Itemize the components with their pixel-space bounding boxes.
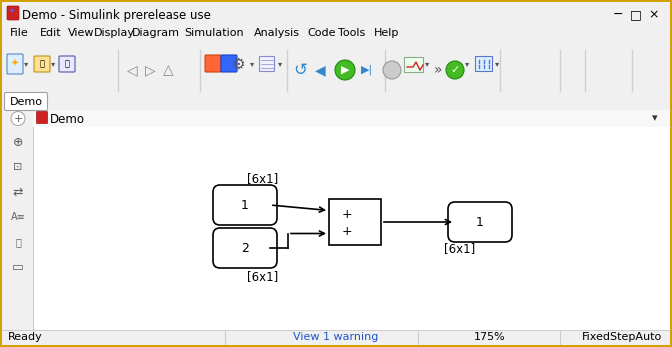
- Text: File: File: [10, 28, 29, 38]
- Text: [6x1]: [6x1]: [444, 242, 476, 255]
- Circle shape: [335, 60, 355, 80]
- FancyBboxPatch shape: [405, 58, 423, 73]
- Text: View 1 warning: View 1 warning: [293, 332, 379, 342]
- Text: ▾: ▾: [278, 59, 282, 68]
- Text: Demo - Simulink prerelease use: Demo - Simulink prerelease use: [22, 9, 211, 22]
- Text: Help: Help: [374, 28, 399, 38]
- Text: ▾: ▾: [495, 59, 499, 68]
- Text: □: □: [630, 8, 642, 21]
- Text: +: +: [341, 208, 352, 220]
- Bar: [2, 93, 670, 110]
- Text: View: View: [68, 28, 95, 38]
- Text: ×: ×: [648, 8, 659, 21]
- Text: »: »: [433, 63, 442, 77]
- Circle shape: [11, 111, 25, 126]
- Bar: [2, 47, 670, 93]
- Text: 175%: 175%: [474, 332, 506, 342]
- Text: Tools: Tools: [338, 28, 366, 38]
- Bar: [33, 127, 670, 330]
- Bar: [2, 2, 670, 27]
- Text: ▶|: ▶|: [361, 65, 373, 75]
- Text: ✦: ✦: [11, 59, 19, 69]
- FancyBboxPatch shape: [7, 54, 23, 74]
- Text: ✦: ✦: [9, 8, 15, 14]
- Circle shape: [383, 61, 401, 79]
- FancyBboxPatch shape: [448, 202, 512, 242]
- Text: ⇄: ⇄: [13, 186, 24, 198]
- FancyBboxPatch shape: [259, 57, 274, 71]
- FancyBboxPatch shape: [205, 55, 221, 72]
- Text: [6x1]: [6x1]: [247, 270, 279, 283]
- Bar: [2, 127, 33, 330]
- Text: 2: 2: [241, 242, 249, 254]
- Text: ▾: ▾: [51, 59, 55, 68]
- Text: Analysis: Analysis: [254, 28, 300, 38]
- Text: Display: Display: [94, 28, 135, 38]
- Text: Diagram: Diagram: [132, 28, 180, 38]
- Text: ▷: ▷: [144, 63, 155, 77]
- FancyBboxPatch shape: [213, 185, 277, 225]
- Text: Ready: Ready: [8, 332, 43, 342]
- FancyBboxPatch shape: [34, 56, 50, 72]
- Text: +: +: [341, 225, 352, 237]
- FancyBboxPatch shape: [221, 55, 237, 72]
- FancyBboxPatch shape: [476, 57, 493, 71]
- Text: A≡: A≡: [11, 212, 26, 222]
- Bar: [2, 110, 33, 127]
- Text: ✓: ✓: [450, 65, 460, 75]
- Text: ▾: ▾: [425, 59, 429, 68]
- Text: +: +: [13, 113, 23, 124]
- Text: ▾: ▾: [465, 59, 469, 68]
- Text: ▭: ▭: [12, 261, 24, 273]
- FancyBboxPatch shape: [213, 228, 277, 268]
- Text: Simulation: Simulation: [184, 28, 244, 38]
- Text: △: △: [163, 63, 173, 77]
- Text: 📂: 📂: [40, 59, 44, 68]
- Text: [6x1]: [6x1]: [247, 172, 279, 185]
- Text: ◁: ◁: [127, 63, 137, 77]
- FancyBboxPatch shape: [7, 6, 19, 20]
- FancyBboxPatch shape: [36, 111, 48, 124]
- Bar: [33, 110, 670, 127]
- Text: ⊡: ⊡: [13, 162, 23, 172]
- Text: 1: 1: [241, 198, 249, 212]
- Text: ↺: ↺: [293, 61, 307, 79]
- Text: Demo: Demo: [50, 113, 85, 126]
- Text: 💾: 💾: [65, 59, 69, 68]
- Text: Demo: Demo: [9, 96, 42, 107]
- Bar: [2, 27, 670, 47]
- Text: −: −: [613, 8, 623, 21]
- Text: FixedStepAuto: FixedStepAuto: [582, 332, 662, 342]
- Text: ▾: ▾: [653, 113, 658, 124]
- Text: ▾: ▾: [24, 59, 28, 68]
- Bar: [2, 330, 670, 345]
- Text: ⊕: ⊕: [13, 135, 24, 149]
- Text: ▶: ▶: [341, 65, 349, 75]
- Text: Code: Code: [307, 28, 335, 38]
- Bar: [329, 199, 381, 245]
- Text: 📈: 📈: [15, 237, 21, 247]
- FancyBboxPatch shape: [59, 56, 75, 72]
- Text: ⚙: ⚙: [231, 57, 245, 71]
- Text: Edit: Edit: [40, 28, 62, 38]
- Text: ▾: ▾: [250, 59, 254, 68]
- Text: ◀: ◀: [314, 63, 325, 77]
- Circle shape: [446, 61, 464, 79]
- Text: 1: 1: [476, 215, 484, 229]
- FancyBboxPatch shape: [5, 93, 48, 110]
